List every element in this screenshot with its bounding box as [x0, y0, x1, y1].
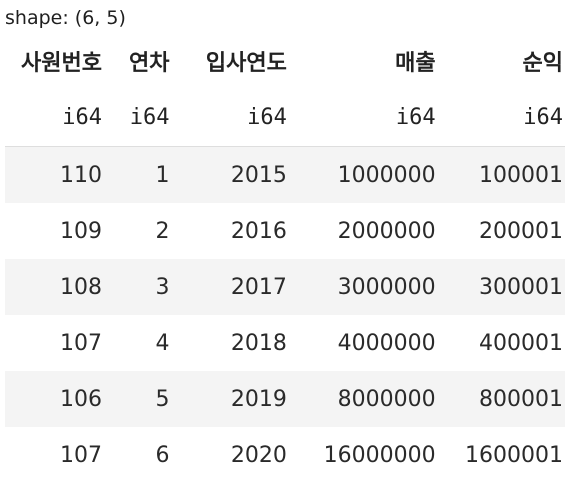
column-header-years: 연차: [129, 51, 170, 76]
table-body: 110 1 2015 1000000 100001 109 2 2016 200…: [5, 146, 565, 484]
table-row: 106 5 2019 8000000 800001: [5, 371, 565, 427]
table-row: 107 6 2020 16000000 1600001: [5, 427, 565, 483]
table-cell: 2016: [230, 218, 287, 244]
table-cell: 16000000: [323, 442, 436, 468]
column-dtypes-row: i64 i64 i64 i64 i64: [5, 88, 565, 147]
table-header: 사원번호 연차 입사연도 매출 순익 i64 i64 i64 i64 i64: [5, 34, 565, 147]
table-cell: 2: [155, 218, 170, 244]
table-cell: 3: [113, 259, 182, 315]
table-cell: 4: [155, 330, 170, 356]
column-header-profit: 순익: [522, 51, 563, 76]
table-cell: 110: [5, 146, 114, 203]
table-cell: 1600001: [465, 442, 563, 468]
table-cell: 100001: [447, 146, 565, 203]
dataframe-table: 사원번호 연차 입사연도 매출 순익 i64 i64 i64 i64 i64 1…: [5, 34, 565, 483]
table-cell: 6: [155, 442, 170, 468]
shape-label: shape: (6, 5): [5, 7, 126, 29]
table-cell: 300001: [447, 259, 565, 315]
table-cell: 108: [5, 259, 114, 315]
table-cell: 5: [113, 371, 182, 427]
table-cell: 4000000: [337, 330, 436, 356]
table-cell: 2015: [181, 146, 299, 203]
table-cell: 2017: [181, 259, 299, 315]
table-cell: 1000000: [298, 146, 448, 203]
column-dtype: i64: [181, 88, 299, 147]
table-cell: 3000000: [298, 259, 448, 315]
table-row: 110 1 2015 1000000 100001: [5, 146, 565, 203]
table-row: 109 2 2016 2000000 200001: [5, 203, 565, 259]
column-dtype: i64: [5, 88, 114, 147]
table-cell: 200001: [479, 218, 563, 244]
table-cell: 8000000: [298, 371, 448, 427]
table-cell: 107: [59, 330, 102, 356]
column-names-row: 사원번호 연차 입사연도 매출 순익: [5, 34, 565, 88]
table-cell: 400001: [479, 330, 563, 356]
table-cell: 1: [113, 146, 182, 203]
table-cell: 2000000: [337, 218, 436, 244]
column-dtype: i64: [113, 88, 182, 147]
table-cell: 109: [59, 218, 102, 244]
column-header-sales: 매출: [395, 51, 436, 76]
table-cell: 800001: [447, 371, 565, 427]
table-cell: 106: [5, 371, 114, 427]
table-cell: 2018: [230, 330, 287, 356]
column-header-join-year: 입사연도: [205, 51, 287, 76]
table-row: 107 4 2018 4000000 400001: [5, 315, 565, 371]
table-cell: 2020: [230, 442, 287, 468]
table-row: 108 3 2017 3000000 300001: [5, 259, 565, 315]
table-cell: 2019: [181, 371, 299, 427]
column-header-employee-id: 사원번호: [20, 51, 102, 76]
column-dtype: i64: [447, 88, 565, 147]
column-dtype: i64: [298, 88, 448, 147]
table-cell: 107: [59, 442, 102, 468]
